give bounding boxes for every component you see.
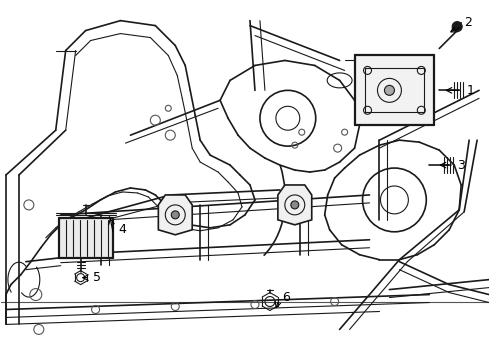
Text: 4: 4 [119, 223, 126, 236]
Circle shape [385, 85, 394, 95]
Text: 5: 5 [93, 271, 100, 284]
Circle shape [452, 22, 462, 32]
Polygon shape [158, 195, 192, 235]
Text: 6: 6 [282, 291, 290, 304]
Text: 2: 2 [464, 16, 472, 29]
Circle shape [172, 211, 179, 219]
Circle shape [291, 201, 299, 209]
Bar [355, 55, 434, 125]
Text: 3: 3 [457, 158, 465, 172]
Polygon shape [278, 185, 312, 225]
Text: 1: 1 [467, 84, 475, 97]
Polygon shape [59, 218, 113, 258]
